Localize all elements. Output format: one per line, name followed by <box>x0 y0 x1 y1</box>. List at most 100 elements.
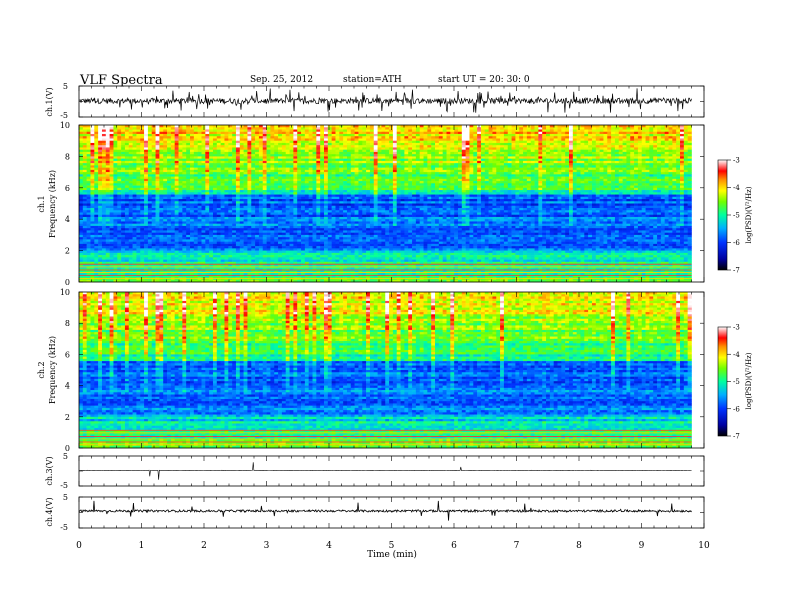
ch1-spectrogram-cell <box>174 178 179 182</box>
ch1-spectrogram-cell <box>178 145 183 148</box>
ch1-spectrogram-cell <box>304 241 309 245</box>
ch1-spectrogram-cell <box>316 181 321 184</box>
ch1-spectrogram-cell <box>86 129 91 133</box>
ch1-spectrogram-cell <box>278 210 283 213</box>
ch1-spectrogram-cell <box>312 255 317 258</box>
ch1-spectrogram-cell <box>86 160 91 164</box>
ch1-spectrogram-cell <box>201 196 206 200</box>
ch1-spectrogram-cell <box>117 219 122 222</box>
ch1-spectrogram-cell <box>155 264 160 267</box>
ch1-spectrogram-cell <box>228 149 233 153</box>
ch1-spectrogram-cell <box>205 225 210 229</box>
ch1-spectrogram-cell <box>121 138 126 141</box>
ch1-spectrogram-cell <box>324 201 329 204</box>
ch1-spectrogram-cell <box>186 176 191 180</box>
ch1-spectrogram-cell <box>117 228 122 231</box>
ch1-spectrogram-cell <box>224 270 229 274</box>
ch1-spectrogram-cell <box>327 261 332 265</box>
ch1-spectrogram-cell <box>209 241 214 245</box>
ch1-spectrogram-cell <box>258 165 264 168</box>
ch1-spectrogram-cell <box>132 205 137 209</box>
ch1-spectrogram-cell <box>243 131 248 135</box>
ch1-spectrogram-cell <box>278 252 283 256</box>
ch1-spectrogram-cell <box>220 163 225 166</box>
ch1-spectrogram-cell <box>239 203 244 207</box>
ch1-spectrogram-cell <box>278 266 283 269</box>
ch1-spectrogram-cell <box>220 147 225 150</box>
ch1-spectrogram-cell <box>178 241 183 245</box>
ch1-spectrogram-cell <box>327 270 332 274</box>
ch1-spectrogram-cell <box>331 239 336 242</box>
ch1-spectrogram-cell <box>82 212 87 216</box>
ch1-spectrogram-cell <box>285 203 290 207</box>
ch1-spectrogram-cell <box>144 228 149 231</box>
ch1-spectrogram-cell <box>190 243 195 247</box>
ch1-spectrogram-cell <box>224 127 229 130</box>
ch1-spectrogram-cell <box>327 273 332 276</box>
ch1-spectrogram-cell <box>212 248 218 251</box>
ch1-spectrogram-cell <box>239 275 244 278</box>
ch1-spectrogram-cell <box>113 165 118 168</box>
ch1-spectrogram-cell <box>101 214 107 218</box>
ch1-spectrogram-cell <box>312 279 317 283</box>
ch1-spectrogram-cell <box>140 214 145 218</box>
ch1-spectrogram-cell <box>178 190 183 193</box>
ch1-spectrogram-cell <box>285 199 290 202</box>
ch1-spectrogram-cell <box>79 248 84 251</box>
ch1-spectrogram-cell <box>86 151 91 155</box>
ch1-spectrogram-cell <box>258 151 264 155</box>
ch1-spectrogram-cell <box>320 225 325 229</box>
ch1-spectrogram-cell <box>335 225 340 229</box>
ch1-spectrogram-cell <box>293 257 298 260</box>
ch1-spectrogram-cell <box>105 266 110 269</box>
ch1-spectrogram-cell <box>190 275 195 278</box>
ch1-spectrogram-cell <box>182 147 187 150</box>
ch1-spectrogram-cell <box>243 172 248 175</box>
ch1-spectrogram-cell <box>324 246 329 249</box>
ch1-spectrogram-cell <box>335 185 340 189</box>
ch1-spectrogram-cell <box>117 243 122 247</box>
ch1-spectrogram-cell <box>197 136 202 139</box>
ch1-spectrogram-cell <box>324 142 329 146</box>
ch1-spectrogram-cell <box>151 151 156 155</box>
ch1-spectrogram-cell <box>167 138 172 141</box>
ch1-spectrogram-cell <box>101 176 107 180</box>
ch1-spectrogram-cell <box>331 230 336 233</box>
ch1-spectrogram-cell <box>255 243 260 247</box>
ch1-spectrogram-cell <box>258 140 264 144</box>
ch1-spectrogram-cell <box>82 230 87 233</box>
ch1-spectrogram-cell <box>228 201 233 204</box>
ch1-spectrogram-cell <box>331 187 336 191</box>
ch1-spectrogram-cell <box>285 149 290 153</box>
ch1-spectrogram-cell <box>79 210 84 213</box>
ch1-spectrogram-cell <box>297 237 302 240</box>
ch1-spectrogram-cell <box>212 160 218 164</box>
ch1-spectrogram-cell <box>212 185 218 189</box>
ch1-spectrogram-cell <box>316 248 321 251</box>
ch1-spectrogram-cell <box>201 172 206 175</box>
ch1-spectrogram-cell <box>301 273 306 276</box>
ch1-spectrogram-cell <box>132 243 137 247</box>
ch1-spectrogram-cell <box>220 257 225 260</box>
ch1-spectrogram-cell <box>163 248 168 251</box>
ch1-spectrogram-cell <box>178 259 183 263</box>
ch1-spectrogram-cell <box>216 203 221 207</box>
ch1-spectrogram-cell <box>243 129 248 133</box>
ch1-spectrogram-cell <box>239 172 244 175</box>
ch1-spectrogram-cell <box>304 133 309 137</box>
ch1-spectrogram-cell <box>98 223 103 227</box>
ch1-spectrogram-cell <box>258 203 264 207</box>
ch1-spectrogram-cell <box>255 259 260 263</box>
ch1-spectrogram-cell <box>186 149 191 153</box>
ch1-spectrogram-cell <box>324 190 329 193</box>
ch1-spectrogram-cell <box>159 273 164 276</box>
ch1-spectrogram-cell <box>335 176 340 180</box>
ch1-spectrogram-cell <box>128 174 133 177</box>
ch1-spectrogram-cell <box>335 214 340 218</box>
ch1-spectrogram-cell <box>209 266 214 269</box>
ch1-spectrogram-cell <box>285 214 290 218</box>
ch1-spectrogram-cell <box>186 199 191 202</box>
ch1-spectrogram-cell <box>140 138 145 141</box>
ch1-spectrogram-cell <box>140 216 145 220</box>
ch1-spectrogram-cell <box>239 187 244 191</box>
